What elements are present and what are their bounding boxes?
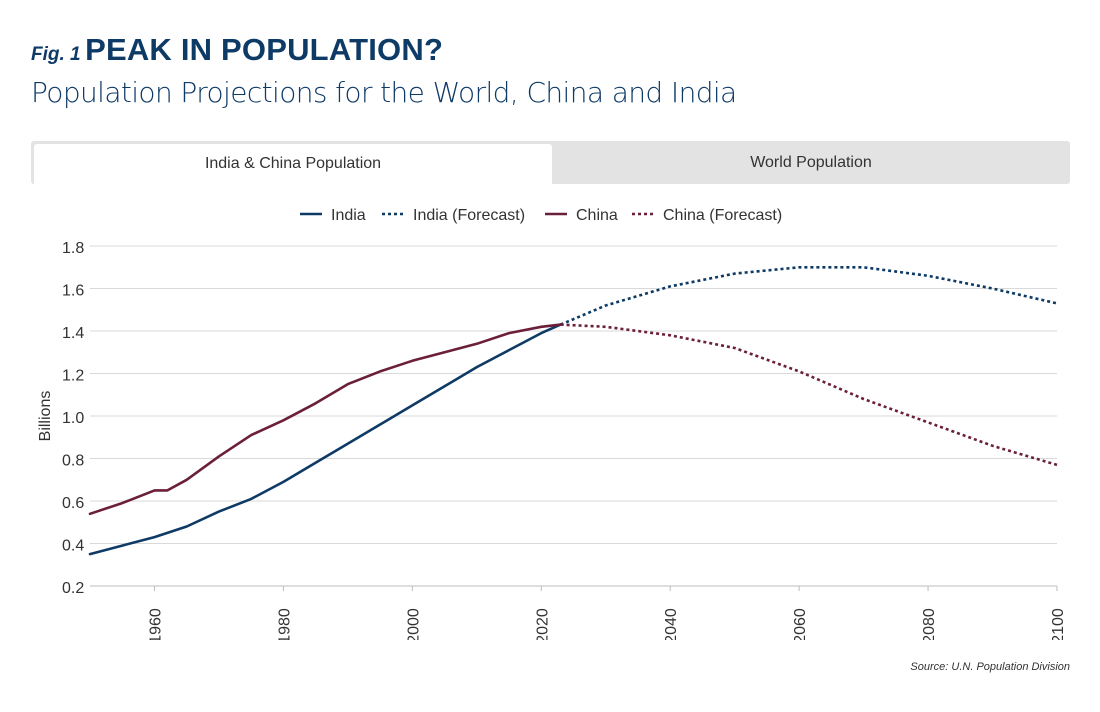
- x-tick-label: 1980: [276, 608, 293, 640]
- y-tick-label: 0.8: [62, 453, 84, 470]
- figure-subtitle: Population Projections for the World, Ch…: [31, 76, 737, 109]
- x-tick-label: 2100: [1050, 608, 1067, 640]
- series-line-china: [88, 323, 562, 516]
- y-tick-label: 1.2: [62, 368, 84, 385]
- population-line-chart: 0.2 0.4 0.6 0.8 1.0 1.2 1.4 1.6 1.8 1960 1980 2000 2…: [37, 207, 1067, 640]
- y-tick-label: 0.2: [62, 580, 84, 597]
- figure-label: Fig. 1: [31, 44, 81, 65]
- legend-label: India (Forecast): [413, 207, 525, 224]
- series-line-china-forecast: [560, 323, 1058, 467]
- tab-world-population[interactable]: World Population: [750, 153, 872, 171]
- x-tick-label: 2020: [534, 608, 551, 640]
- series-line-india-forecast: [560, 266, 1058, 326]
- tab-india-china-population[interactable]: India & China Population: [34, 144, 552, 184]
- y-tick-label: 1.4: [62, 325, 84, 342]
- y-tick-label: 0.6: [62, 495, 84, 512]
- x-tick-label: 2060: [792, 608, 809, 640]
- figure-header: Fig. 1 PEAK IN POPULATION?: [31, 32, 443, 68]
- x-tick-label: 1960: [147, 608, 164, 640]
- x-tick-label: 2000: [405, 608, 422, 640]
- figure-title: PEAK IN POPULATION?: [85, 32, 444, 67]
- y-tick-label: 1.8: [62, 240, 84, 257]
- y-tick-label: 0.4: [62, 538, 84, 555]
- y-tick-label: 1.6: [62, 283, 84, 300]
- tab-bar: India & China Population World Populatio…: [31, 141, 1070, 184]
- legend-label: China: [576, 207, 618, 224]
- y-axis-label: Billions: [37, 391, 54, 442]
- x-tick-label: 2040: [663, 608, 680, 640]
- source-note: Source: U.N. Population Division: [910, 661, 1070, 673]
- legend-label: India: [331, 207, 366, 224]
- series-line-india: [88, 323, 562, 556]
- y-tick-label: 1.0: [62, 410, 84, 427]
- legend-label: China (Forecast): [663, 207, 782, 224]
- x-tick-label: 2080: [921, 608, 938, 640]
